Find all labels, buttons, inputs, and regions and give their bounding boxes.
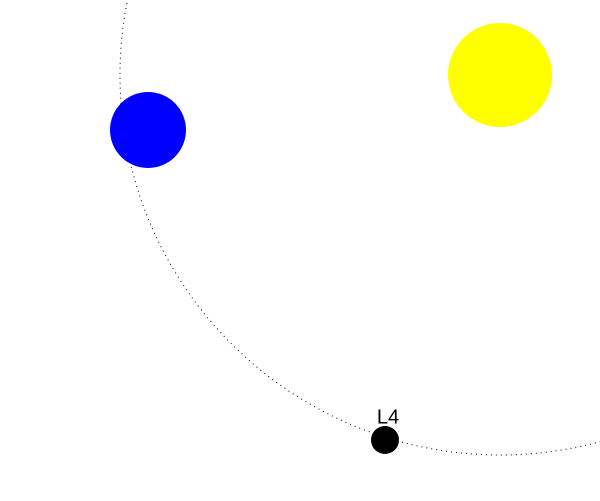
l4-label: L4 bbox=[377, 406, 399, 428]
sun-body bbox=[448, 23, 552, 127]
planet-body bbox=[110, 92, 186, 168]
orbital-diagram: L4 bbox=[0, 0, 600, 501]
lagrange-point-body bbox=[371, 426, 399, 454]
